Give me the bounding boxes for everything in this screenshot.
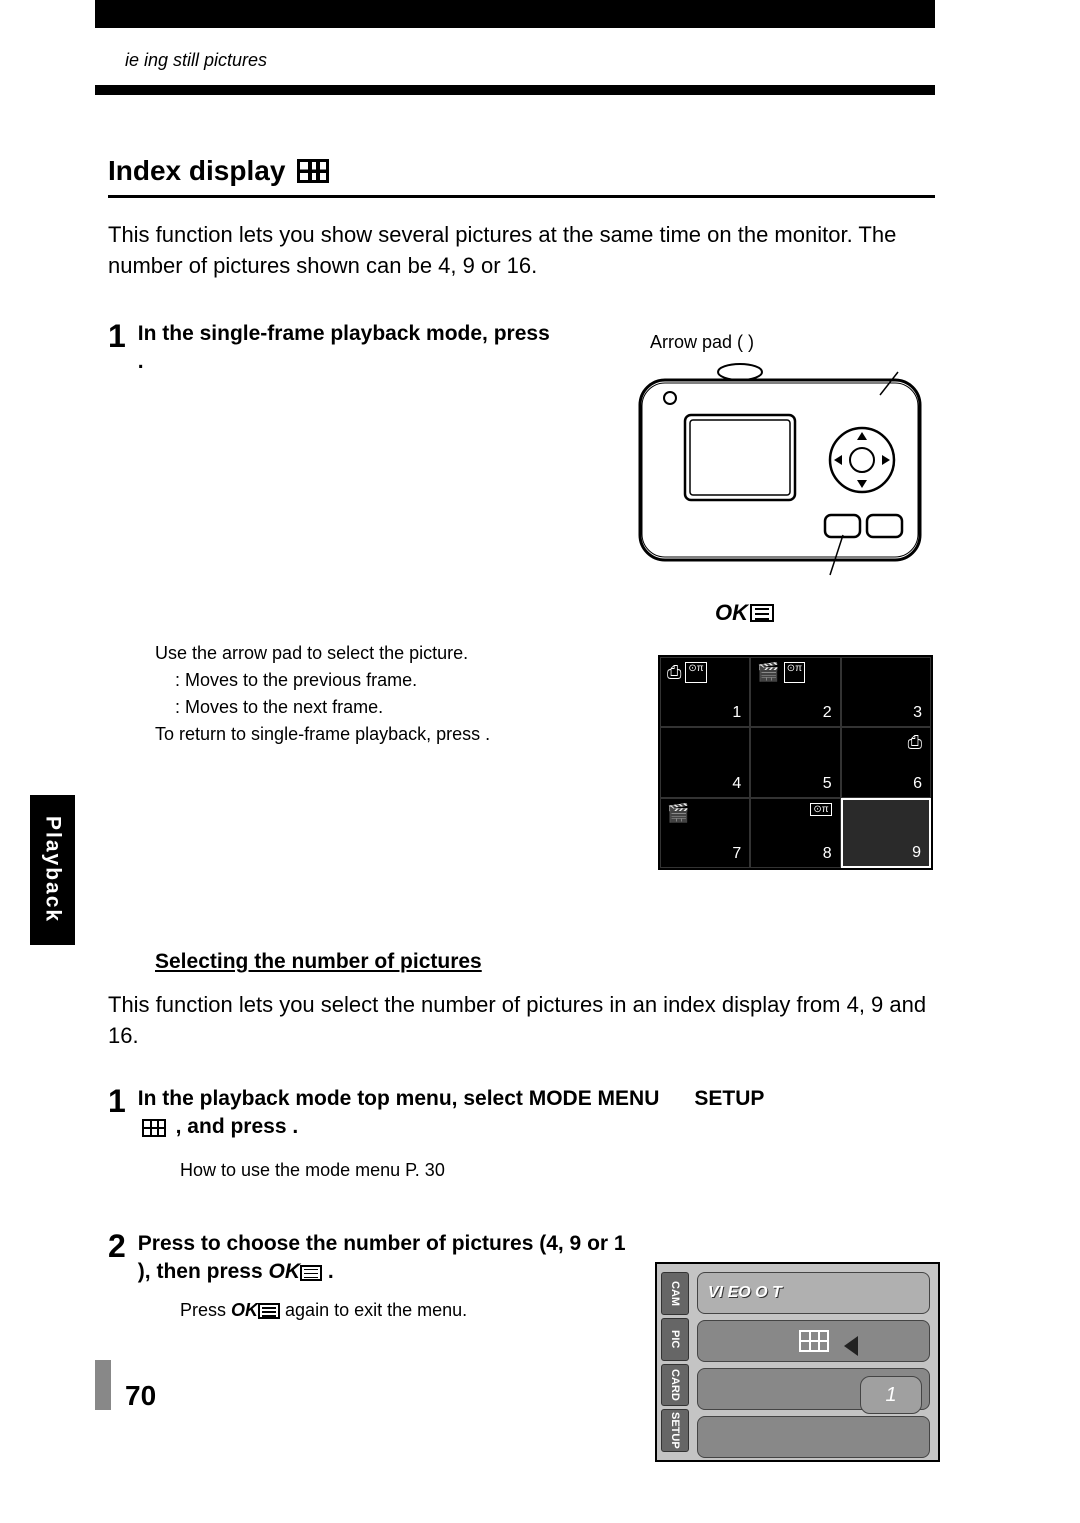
step-2-text-b: . bbox=[328, 1260, 334, 1283]
step-1b-text-b: SETUP bbox=[694, 1087, 764, 1110]
subsection-intro: This function lets you select the number… bbox=[108, 990, 938, 1052]
explanation-line-2: : Moves to the previous frame. bbox=[155, 667, 605, 694]
step-2-number: 2 bbox=[108, 1230, 126, 1262]
step-1: 1 In the single-frame playback mode, pre… bbox=[108, 320, 648, 377]
step-2: 2 Press to choose the number of pictures… bbox=[108, 1230, 628, 1287]
step-1-dot: . bbox=[138, 350, 144, 373]
movie-icon: 🎬 bbox=[757, 662, 779, 683]
menu-pointer-icon bbox=[844, 1336, 858, 1356]
lock-icon: ⊙π bbox=[784, 662, 805, 683]
cell-num-7: 7 bbox=[732, 845, 741, 863]
menu-value-pill: 1 bbox=[860, 1376, 922, 1414]
ok-text: OK bbox=[715, 600, 748, 626]
step-1b-text-a: In the playback mode top menu, select MO… bbox=[138, 1087, 660, 1110]
explanation-line-3: : Moves to the next frame. bbox=[155, 694, 605, 721]
menu-list-icon bbox=[750, 604, 774, 622]
ok-inline-2: OK bbox=[231, 1300, 258, 1320]
header-underline bbox=[95, 85, 935, 95]
step-2-text-a: Press to choose the number of pictures (… bbox=[138, 1232, 626, 1283]
index-cell-7: 🎬 7 bbox=[660, 798, 750, 868]
index-cell-3: 3 bbox=[841, 657, 931, 727]
step-1-number: 1 bbox=[108, 320, 126, 352]
menu-list-icon bbox=[258, 1303, 280, 1319]
grid-mode-icon bbox=[142, 1119, 166, 1137]
menu-tab-card: CARD bbox=[661, 1364, 689, 1407]
menu-item-video-out: VI EO O T bbox=[697, 1272, 930, 1314]
page-number-tab bbox=[95, 1360, 111, 1410]
step-1b: 1 In the playback mode top menu, select … bbox=[108, 1085, 908, 1142]
index-grid-icon bbox=[297, 159, 329, 183]
grid-icon-in-menu bbox=[799, 1330, 829, 1352]
explanation-block: Use the arrow pad to select the picture.… bbox=[155, 640, 605, 748]
header-black-bar bbox=[95, 0, 935, 28]
index-cell-9-highlighted: 9 bbox=[841, 798, 931, 868]
camera-svg bbox=[630, 360, 935, 585]
ok-label: OK bbox=[715, 600, 774, 626]
movie-icon: 🎬 bbox=[667, 803, 689, 824]
step-1b-number: 1 bbox=[108, 1085, 126, 1117]
menu-tab-setup: SETUP bbox=[661, 1409, 689, 1452]
menu-tab-pic: PIC bbox=[661, 1318, 689, 1361]
header-breadcrumb: ie ing still pictures bbox=[125, 50, 267, 71]
step-1b-text-c: , and press . bbox=[176, 1115, 299, 1138]
cell-num-2: 2 bbox=[823, 704, 832, 722]
index-cell-6: ⎙ 6 bbox=[841, 727, 931, 797]
index-cell-2: 🎬 ⊙π 2 bbox=[750, 657, 840, 727]
playback-chapter-tab: Playback bbox=[30, 795, 75, 945]
camera-arrow-pad-label: Arrow pad ( ) bbox=[650, 332, 754, 353]
menu-item-label: VI EO O T bbox=[708, 1284, 782, 1302]
cell-num-4: 4 bbox=[732, 775, 741, 793]
explanation-line-1: Use the arrow pad to select the picture. bbox=[155, 640, 605, 667]
camera-illustration bbox=[630, 360, 935, 585]
menu-tab-cam: CAM bbox=[661, 1272, 689, 1315]
step-2-note: Press OK again to exit the menu. bbox=[180, 1300, 467, 1321]
index-cell-8: ⊙π 8 bbox=[750, 798, 840, 868]
cell-num-5: 5 bbox=[823, 775, 832, 793]
cell-num-3: 3 bbox=[913, 704, 922, 722]
step-1b-note: How to use the mode menu P. 30 bbox=[180, 1160, 445, 1181]
ok-inline: OK bbox=[269, 1260, 301, 1283]
index-cell-4: 4 bbox=[660, 727, 750, 797]
cell-num-9: 9 bbox=[912, 844, 921, 862]
cell-num-8: 8 bbox=[823, 845, 832, 863]
subsection-title: Selecting the number of pictures bbox=[155, 950, 482, 974]
lock-icon: ⊙π bbox=[685, 662, 706, 683]
cell-num-1: 1 bbox=[732, 704, 741, 722]
intro-text: This function lets you show several pict… bbox=[108, 220, 908, 282]
index-grid-preview: ⎙ ⊙π 1 🎬 ⊙π 2 3 4 5 ⎙ 6 🎬 bbox=[658, 655, 933, 870]
menu-item-empty-2 bbox=[697, 1416, 930, 1458]
lock-icon: ⊙π bbox=[810, 803, 831, 816]
section-title-text: Index display bbox=[108, 155, 285, 187]
menu-left-tabs: CAM PIC CARD SETUP bbox=[661, 1272, 689, 1452]
step-2-note-a: Press bbox=[180, 1300, 231, 1320]
section-title: Index display bbox=[108, 155, 329, 187]
menu-list-icon bbox=[300, 1265, 322, 1281]
page-number: 70 bbox=[125, 1380, 156, 1412]
menu-item-grid bbox=[697, 1320, 930, 1362]
index-cell-1: ⎙ ⊙π 1 bbox=[660, 657, 750, 727]
cell-num-6: 6 bbox=[913, 775, 922, 793]
print-icon: ⎙ bbox=[667, 662, 681, 683]
step-1-text: In the single-frame playback mode, press bbox=[138, 322, 550, 345]
index-cell-5: 5 bbox=[750, 727, 840, 797]
step-2-note-b: again to exit the menu. bbox=[285, 1300, 467, 1320]
section-title-underline bbox=[108, 195, 935, 198]
print-icon: ⎙ bbox=[908, 732, 922, 753]
menu-right-area: VI EO O T 1 bbox=[697, 1272, 930, 1452]
menu-screenshot: CAM PIC CARD SETUP VI EO O T 1 bbox=[655, 1262, 940, 1462]
explanation-line-4: To return to single-frame playback, pres… bbox=[155, 721, 605, 748]
